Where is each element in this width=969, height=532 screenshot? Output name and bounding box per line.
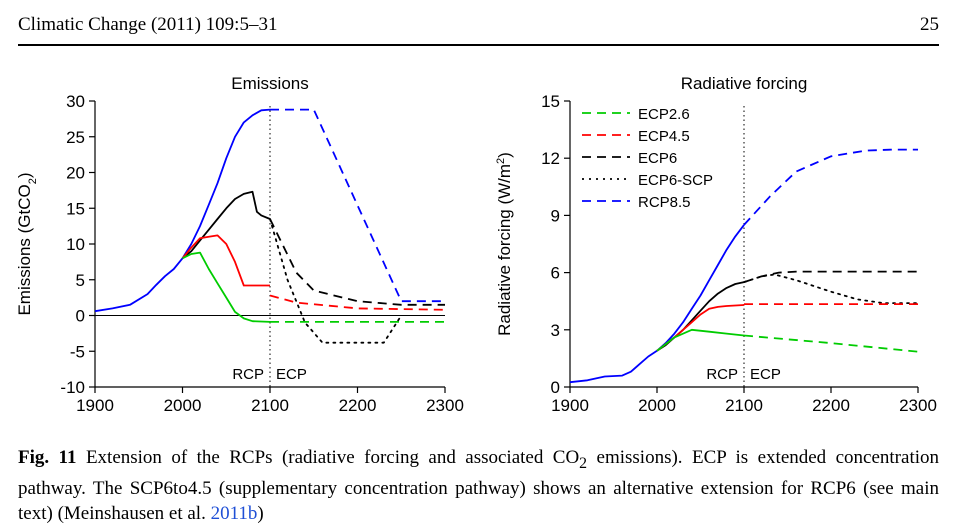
y-tick-label: 30: [66, 92, 85, 111]
x-tick-label: 2100: [725, 396, 763, 415]
x-tick-label: 2300: [426, 396, 464, 415]
y-tick-label: 0: [76, 307, 85, 326]
x-tick-label: 2200: [812, 396, 850, 415]
legend-label: ECP6-SCP: [638, 172, 713, 189]
chart-title: Emissions: [231, 74, 308, 93]
citation-link[interactable]: 2011b: [210, 502, 258, 524]
y-tick-label: 5: [76, 271, 85, 290]
y-tick-label: 20: [66, 164, 85, 183]
y-tick-label: 9: [551, 206, 560, 225]
series-line: [743, 148, 918, 226]
figure-caption: Fig. 11 Extension of the RCPs (radiative…: [18, 445, 939, 526]
legend-label: ECP6: [638, 150, 677, 167]
annotation-ecp: ECP: [750, 366, 781, 383]
series-line: [743, 273, 919, 305]
x-tick-label: 2100: [251, 396, 289, 415]
series-line: [269, 218, 403, 344]
page-header: Climatic Change (2011) 109:5–31 25: [18, 14, 939, 44]
legend-label: ECP4.5: [638, 128, 690, 145]
series-line: [94, 108, 271, 313]
series-line: [569, 224, 745, 384]
annotation-rcp: RCP: [706, 366, 738, 383]
chart-title: Radiative forcing: [681, 74, 808, 93]
caption-text-b: emissions). ECP is extended concentratio…: [18, 447, 939, 524]
series-line: [743, 270, 918, 283]
y-tick-label: 3: [551, 321, 560, 340]
series-line: [656, 304, 745, 352]
y-tick-label: 0: [551, 378, 560, 397]
legend-label: ECP2.6: [638, 106, 690, 123]
caption-label: Fig. 11: [18, 447, 77, 468]
annotation-rcp: RCP: [232, 366, 264, 383]
x-tick-label: 1900: [76, 396, 114, 415]
chart-emissions: Emissions Emissions (GtCO2) -10 -5 0 5 10 15 20 2…: [15, 74, 464, 415]
x-tick-label: 2000: [164, 396, 202, 415]
series-line: [181, 234, 270, 287]
y-tick-label: -10: [60, 378, 85, 397]
series-line: [270, 108, 445, 303]
x-tick-label: 2300: [899, 396, 937, 415]
legend-label: RCP8.5: [638, 194, 691, 211]
caption-text-a: Extension of the RCPs (radiative forcing…: [85, 447, 580, 468]
y-tick-label: 12: [541, 149, 560, 168]
series-line: [181, 190, 271, 260]
y-axis-label: Radiative forcing (W/m2): [495, 152, 514, 336]
x-tick-label: 1900: [551, 396, 589, 415]
y-tick-label: 6: [551, 264, 560, 283]
series-line: [182, 251, 271, 323]
x-tick-label: 2200: [339, 396, 377, 415]
page-number: 25: [920, 14, 939, 35]
series-line: [269, 294, 446, 311]
caption-tail: ): [257, 502, 264, 524]
journal-citation: Climatic Change (2011) 109:5–31: [18, 14, 278, 35]
y-tick-label: 15: [541, 92, 560, 111]
x-tick-label: 2000: [638, 396, 676, 415]
y-axis-label: Emissions (GtCO2): [15, 172, 39, 315]
y-tick-label: 15: [66, 199, 85, 218]
y-tick-label: -5: [70, 342, 85, 361]
series-line: [743, 334, 919, 353]
series-line: [656, 328, 745, 352]
caption-subscript: 2: [579, 454, 588, 472]
header-rule: [18, 44, 939, 46]
y-tick-label: 25: [66, 128, 85, 147]
annotation-ecp: ECP: [276, 366, 307, 383]
figure-11: Emissions Emissions (GtCO2) -10 -5 0 5 10 15 20 2…: [15, 74, 937, 415]
chart-radiative-forcing: Radiative forcing Radiative forcing (W/m2…: [495, 74, 937, 415]
series-line: [269, 218, 445, 306]
y-tick-label: 10: [66, 235, 85, 254]
